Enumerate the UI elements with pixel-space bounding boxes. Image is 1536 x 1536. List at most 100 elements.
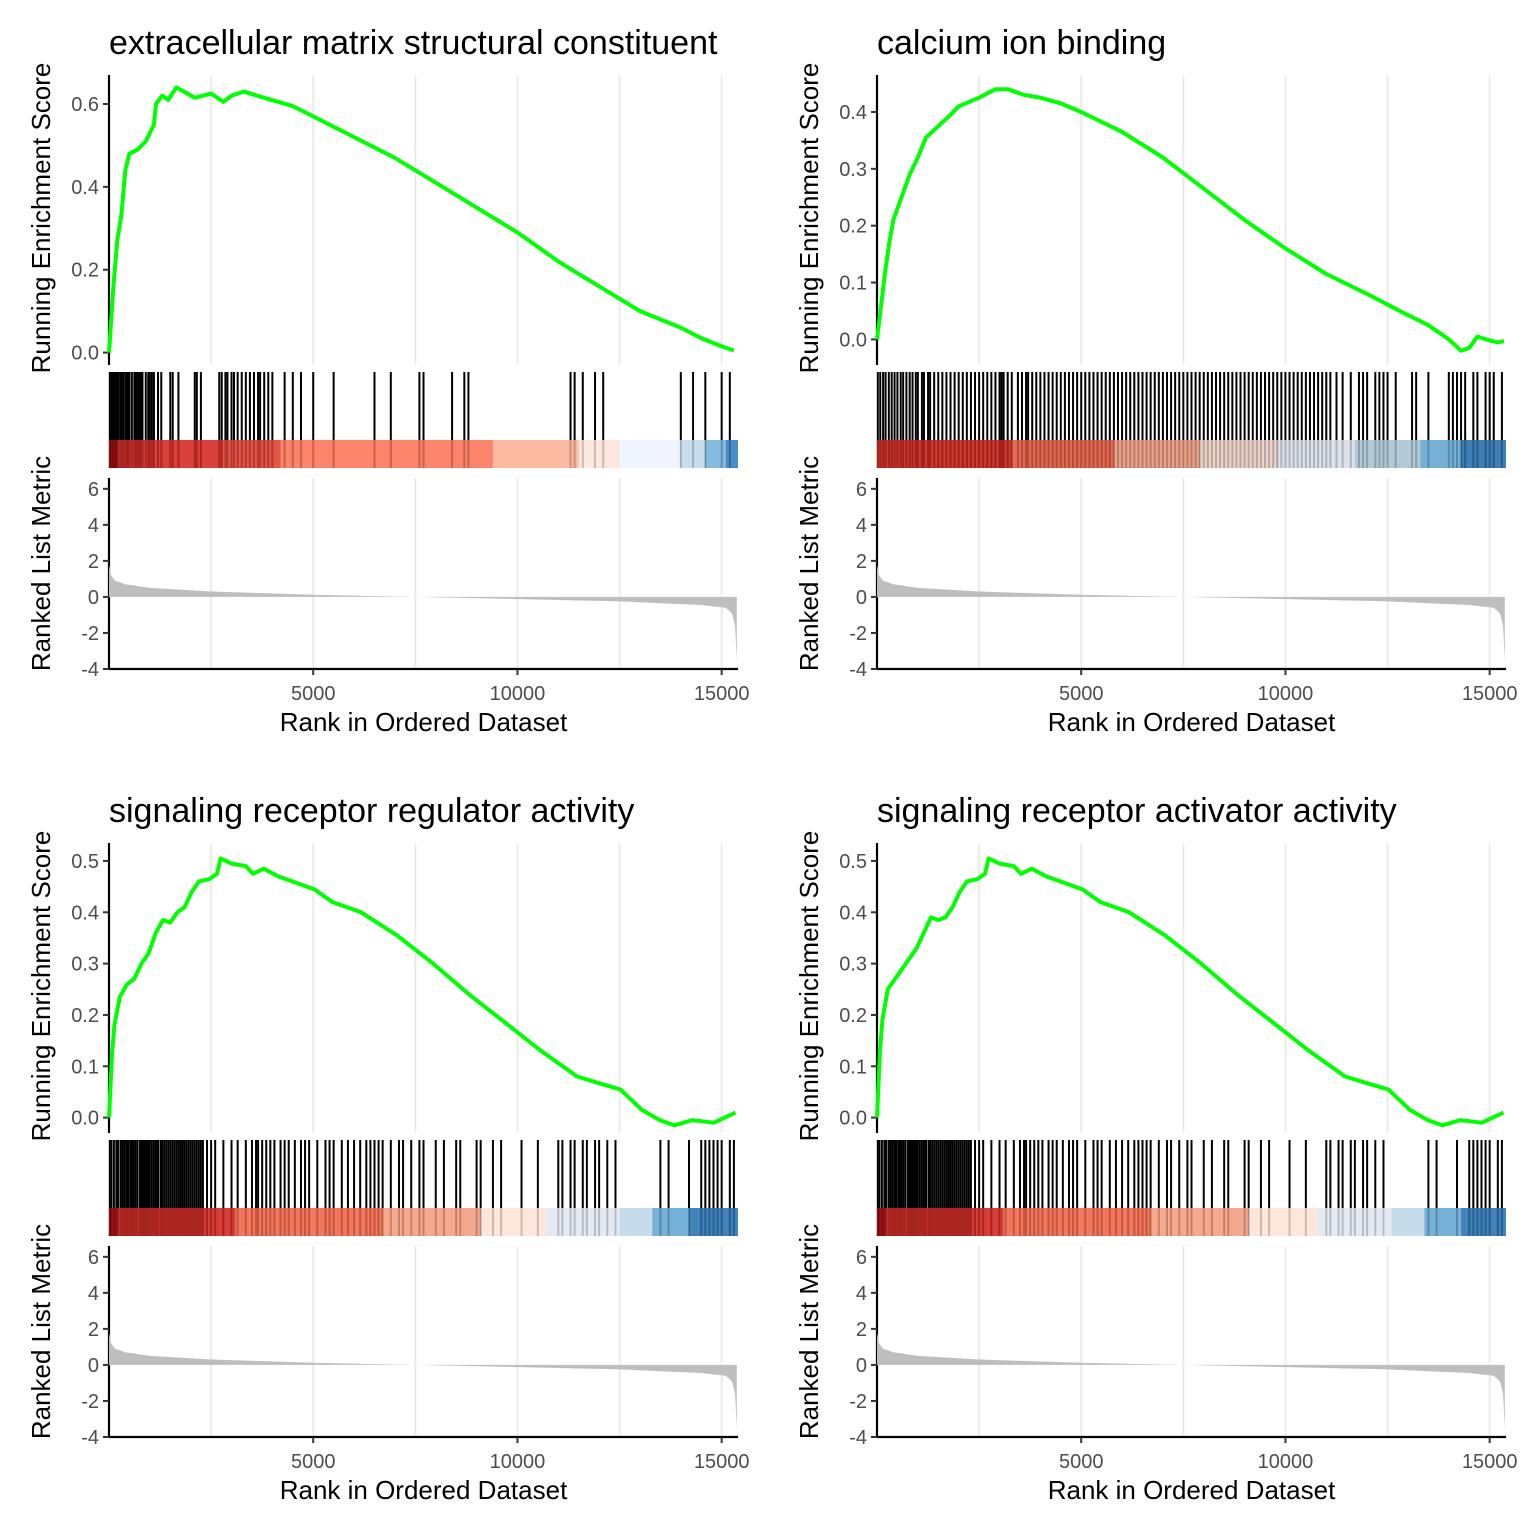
es-y-tick-label: 0.2 — [839, 1005, 867, 1027]
metric-area — [109, 564, 737, 662]
metric-area — [877, 564, 1505, 662]
x-tick-label: 10000 — [1258, 683, 1314, 705]
metric-y-tick-label: 6 — [88, 1247, 99, 1269]
rank-color-segment — [680, 440, 706, 468]
x-tick-label: 15000 — [694, 683, 750, 705]
rank-color-segment — [492, 440, 579, 468]
metric-y-tick-label: 2 — [856, 551, 867, 573]
x-tick-label: 10000 — [1258, 1451, 1314, 1473]
es-y-tick-label: 0.0 — [71, 343, 99, 365]
es-y-tick-label: 0.2 — [71, 1005, 99, 1027]
x-tick-label: 5000 — [1059, 683, 1104, 705]
rank-color-segment — [109, 440, 118, 468]
es-y-axis-label: Running Enrichment Score — [26, 831, 56, 1142]
es-y-axis-label: Running Enrichment Score — [26, 63, 56, 374]
es-y-axis-label: Running Enrichment Score — [794, 831, 824, 1142]
rank-color-segment — [877, 440, 1012, 468]
es-y-tick-label: 0.2 — [71, 260, 99, 282]
metric-y-tick-label: -2 — [849, 623, 867, 645]
x-axis-label: Rank in Ordered Dataset — [280, 1475, 568, 1505]
es-y-tick-label: 0.0 — [839, 1108, 867, 1130]
metric-y-tick-label: 6 — [856, 1247, 867, 1269]
metric-y-tick-label: -4 — [81, 659, 99, 681]
rank-color-segment — [619, 440, 681, 468]
rank-color-segment — [1199, 440, 1278, 468]
rank-color-segment — [223, 440, 281, 468]
rank-color-segment — [546, 1208, 620, 1236]
rank-color-segment — [1277, 440, 1355, 468]
metric-y-tick-label: 2 — [88, 551, 99, 573]
es-y-tick-label: 0.2 — [839, 216, 867, 238]
rank-color-segment — [1391, 1208, 1425, 1236]
es-y-tick-label: 0.4 — [71, 902, 99, 924]
es-y-tick-label: 0.6 — [71, 94, 99, 116]
gsea-panel: signaling receptor regulator activity 0.0… — [26, 792, 749, 1505]
gsea-panel: calcium ion binding 0.0 0.1 0.2 0.3 0.4 Runnin… — [794, 24, 1517, 737]
metric-y-axis-label: Ranked List Metric — [794, 456, 824, 671]
rank-color-segment — [480, 1208, 547, 1236]
panel-title: extracellular matrix structural constitu… — [109, 24, 718, 62]
x-axis-label: Rank in Ordered Dataset — [280, 707, 568, 737]
metric-area — [109, 1332, 737, 1430]
panel-title: signaling receptor activator activity — [877, 792, 1397, 830]
gsea-panel: signaling receptor activator activity 0.0… — [794, 792, 1517, 1505]
rank-color-segment — [1150, 1208, 1249, 1236]
es-y-tick-label: 0.4 — [839, 902, 867, 924]
rank-color-segment — [382, 1208, 481, 1236]
es-y-tick-label: 0.5 — [71, 851, 99, 873]
metric-y-tick-label: 0 — [856, 1355, 867, 1377]
metric-y-tick-label: -2 — [81, 623, 99, 645]
es-y-tick-label: 0.0 — [839, 329, 867, 351]
x-tick-label: 15000 — [694, 1451, 750, 1473]
metric-y-tick-label: 0 — [88, 587, 99, 609]
metric-area — [877, 1332, 1505, 1430]
metric-y-axis-label: Ranked List Metric — [794, 1224, 824, 1439]
metric-y-tick-label: -4 — [849, 659, 867, 681]
x-tick-label: 5000 — [291, 1451, 336, 1473]
metric-y-tick-label: 2 — [88, 1319, 99, 1341]
es-y-tick-label: 0.3 — [71, 954, 99, 976]
es-curve — [875, 87, 1505, 353]
metric-y-tick-label: 4 — [856, 1283, 867, 1305]
metric-y-axis-label: Ranked List Metric — [26, 1224, 56, 1439]
panel-title: calcium ion binding — [877, 24, 1166, 62]
x-tick-label: 5000 — [1059, 1451, 1104, 1473]
rank-color-segment — [877, 1208, 886, 1236]
es-y-tick-label: 0.3 — [839, 954, 867, 976]
rank-color-segment — [1354, 440, 1421, 468]
metric-y-axis-label: Ranked List Metric — [26, 456, 56, 671]
x-tick-label: 15000 — [1462, 683, 1518, 705]
rank-color-segment — [705, 440, 726, 468]
rank-color-segment — [1113, 440, 1200, 468]
es-curve — [875, 856, 1505, 1128]
es-y-tick-label: 0.4 — [71, 177, 99, 199]
panel-title: signaling receptor regulator activity — [109, 792, 634, 830]
metric-y-tick-label: -4 — [81, 1427, 99, 1449]
rank-color-segment — [578, 440, 620, 468]
rank-color-segment — [1248, 1208, 1319, 1236]
es-y-axis-label: Running Enrichment Score — [794, 63, 824, 374]
x-axis-label: Rank in Ordered Dataset — [1048, 707, 1336, 737]
metric-y-tick-label: 4 — [88, 515, 99, 537]
x-axis-label: Rank in Ordered Dataset — [1048, 1475, 1336, 1505]
es-y-tick-label: 0.1 — [71, 1056, 99, 1078]
rank-color-segment — [619, 1208, 653, 1236]
rank-color-segment — [1011, 440, 1114, 468]
rank-color-segment — [1461, 1208, 1506, 1236]
rank-color-segment — [280, 440, 493, 468]
metric-y-tick-label: 6 — [88, 479, 99, 501]
rank-color-segment — [688, 1208, 738, 1236]
metric-y-tick-label: 0 — [88, 1355, 99, 1377]
es-y-tick-label: 0.4 — [839, 102, 867, 124]
x-tick-label: 5000 — [291, 683, 336, 705]
rank-color-segment — [1318, 1208, 1392, 1236]
es-y-tick-label: 0.1 — [839, 273, 867, 295]
rank-color-segment — [725, 440, 738, 468]
rank-color-segment — [1420, 440, 1462, 468]
rank-color-segment — [885, 1208, 1004, 1236]
rank-color-segment — [1003, 1208, 1151, 1236]
rank-color-segment — [1424, 1208, 1462, 1236]
es-y-tick-label: 0.0 — [71, 1108, 99, 1130]
metric-y-tick-label: -2 — [849, 1391, 867, 1413]
metric-y-tick-label: 4 — [856, 515, 867, 537]
